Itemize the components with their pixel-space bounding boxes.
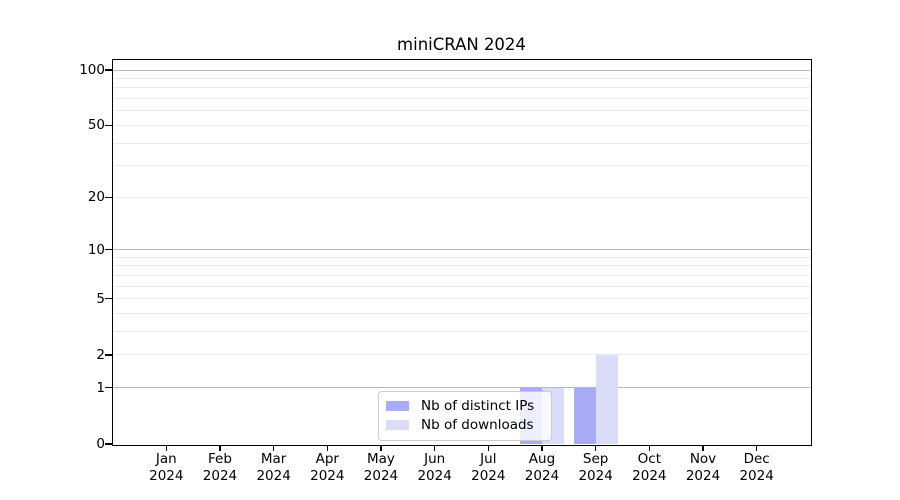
x-tick-month: Aug [528, 450, 556, 467]
y-tick [105, 354, 112, 356]
x-tick-month: Mar [260, 450, 287, 467]
x-tick-year: 2024 [578, 468, 613, 484]
x-tick-month: Apr [315, 450, 339, 467]
major-gridline [113, 69, 810, 71]
minor-gridline [113, 285, 810, 287]
y-tick [105, 387, 112, 389]
x-tick-year: 2024 [632, 468, 667, 484]
y-tick-label-10: 10 [87, 241, 105, 258]
x-tick-year: 2024 [417, 468, 452, 484]
x-tick-label-nov: Nov 2024 [671, 451, 735, 486]
x-tick-label-feb: Feb 2024 [188, 451, 252, 486]
chart-title: miniCRAN 2024 [397, 35, 526, 54]
y-tick [105, 443, 112, 445]
x-tick [219, 445, 221, 451]
minor-gridline [113, 87, 810, 89]
x-tick-year: 2024 [310, 468, 345, 484]
major-gridline [113, 249, 810, 251]
bar-nb-of-distinct-ips-sep [573, 387, 596, 444]
y-tick [105, 196, 112, 198]
x-tick-year: 2024 [202, 468, 238, 484]
minor-gridline [113, 256, 810, 258]
x-tick-label-jul: Jul 2024 [456, 451, 520, 486]
legend-label: Nb of downloads [421, 416, 534, 433]
y-tick-label-2: 2 [96, 346, 105, 363]
x-tick-month: Jul [480, 450, 497, 467]
minor-gridline [113, 124, 810, 126]
legend-entry: Nb of distinct IPs [386, 397, 543, 416]
minor-gridline [113, 110, 810, 112]
x-tick-label-dec: Dec 2024 [725, 451, 789, 486]
x-tick [380, 445, 382, 451]
x-tick [756, 445, 758, 451]
legend: Nb of distinct IPs Nb of downloads [378, 391, 552, 441]
x-tick-year: 2024 [363, 468, 399, 484]
x-tick [702, 445, 704, 451]
y-tick [105, 298, 112, 300]
x-tick-year: 2024 [149, 468, 184, 484]
minor-gridline [113, 313, 810, 315]
minor-gridline [113, 196, 810, 198]
x-tick-month: May [367, 450, 395, 467]
minor-gridline [113, 331, 810, 333]
x-tick-month: Oct [637, 450, 661, 467]
y-tick [105, 69, 112, 71]
x-tick-label-may: May 2024 [349, 451, 413, 486]
y-tick-label-1: 1 [96, 379, 105, 396]
plot-area [113, 60, 810, 444]
x-tick [541, 445, 543, 451]
x-tick-year: 2024 [739, 468, 774, 484]
x-tick [326, 445, 328, 451]
x-tick-label-sep: Sep 2024 [564, 451, 628, 486]
minor-gridline [113, 98, 810, 100]
x-tick-month: Jun [424, 450, 446, 467]
x-tick-label-aug: Aug 2024 [510, 451, 574, 486]
legend-swatch [386, 401, 409, 412]
minor-gridline [113, 165, 810, 167]
x-tick-month: Jan [155, 450, 177, 467]
x-tick [165, 445, 167, 451]
minor-gridline [113, 298, 810, 300]
x-tick [434, 445, 436, 451]
major-gridline [113, 387, 810, 389]
y-tick-label-0: 0 [96, 436, 105, 452]
x-tick-year: 2024 [685, 468, 721, 484]
bar-nb-of-downloads-sep [595, 354, 618, 444]
x-tick-month: Feb [208, 450, 232, 467]
x-tick-label-mar: Mar 2024 [242, 451, 306, 486]
x-tick-month: Nov [689, 450, 717, 467]
x-tick-label-apr: Apr 2024 [295, 451, 359, 486]
y-tick-label-20: 20 [87, 189, 105, 206]
x-tick-month: Dec [743, 450, 770, 467]
x-tick-year: 2024 [524, 468, 560, 484]
legend-label: Nb of distinct IPs [421, 398, 535, 415]
minor-gridline [113, 274, 810, 276]
x-tick-year: 2024 [256, 468, 291, 484]
minor-gridline [113, 354, 810, 356]
y-tick-label-50: 50 [87, 117, 105, 134]
x-tick-year: 2024 [471, 468, 506, 484]
legend-entry: Nb of downloads [386, 416, 543, 435]
minor-gridline [113, 77, 810, 79]
x-tick-label-jun: Jun 2024 [403, 451, 467, 486]
y-tick-label-100: 100 [79, 62, 105, 78]
x-tick [648, 445, 650, 451]
legend-swatch [386, 419, 409, 430]
y-tick-label-5: 5 [96, 290, 105, 307]
x-tick [595, 445, 597, 451]
minor-gridline [113, 142, 810, 144]
x-tick-label-oct: Oct 2024 [617, 451, 681, 486]
y-tick [105, 124, 112, 127]
x-tick [272, 445, 275, 451]
minor-gridline [113, 265, 810, 267]
x-tick [487, 445, 489, 451]
y-tick [105, 249, 112, 251]
x-tick-label-jan: Jan 2024 [134, 451, 198, 486]
x-tick-month: Sep [582, 450, 609, 467]
